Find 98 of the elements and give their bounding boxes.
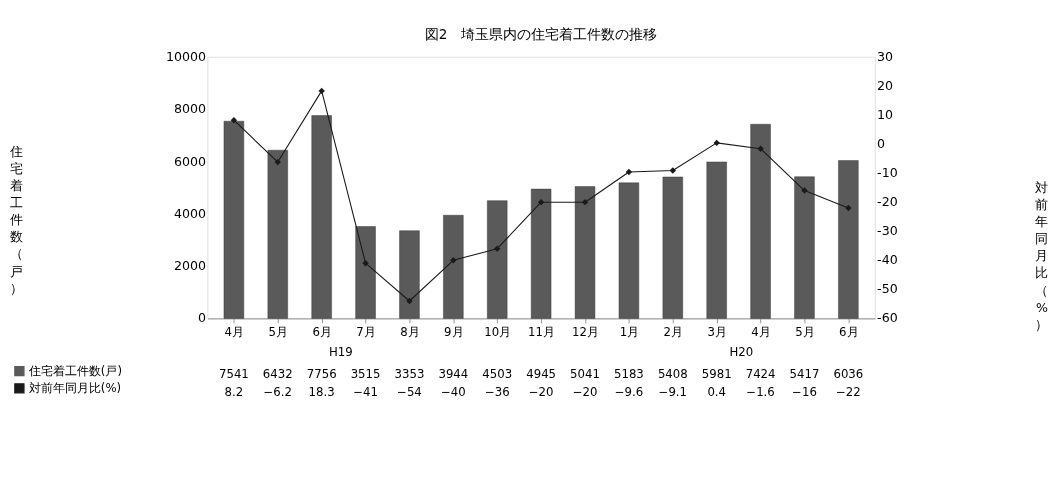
legend-label: 住宅着工件数(戸) (27, 363, 123, 378)
data-label: 7424 (745, 366, 776, 381)
data-label: 5041 (570, 366, 600, 381)
x-tick-label: 6月 (839, 325, 859, 340)
data-label: 5981 (701, 366, 732, 381)
x-tick-label: 2月 (663, 325, 683, 340)
chart-title: 図2 埼玉県内の住宅着工件数の推移 (424, 25, 658, 42)
x-tick-label: 3月 (707, 325, 727, 340)
x-tick-label: 4月 (224, 325, 245, 340)
x-tick-label: 5月 (795, 325, 815, 340)
bar (487, 200, 508, 319)
data-label: 5417 (789, 366, 820, 381)
data-label: 5183 (613, 366, 644, 381)
point (362, 260, 369, 267)
data-label: −9.6 (614, 384, 644, 399)
point (274, 158, 281, 166)
bar (618, 182, 640, 319)
text: H20 (729, 345, 754, 360)
x-tick-label: 6月 (312, 325, 332, 340)
data-label: 6432 (262, 366, 293, 381)
data-label: 7756 (306, 366, 337, 381)
x-tick-label: 4月 (751, 325, 771, 340)
data-label: −16 (792, 384, 817, 399)
y2-tick-label: -10 (877, 165, 898, 181)
bar (750, 124, 771, 319)
data-label: 3515 (350, 366, 381, 381)
y2-tick-label: -60 (877, 310, 898, 326)
y2-tick-label: 20 (877, 78, 894, 93)
bar (530, 188, 552, 319)
bar (794, 176, 815, 319)
point (318, 87, 325, 95)
point (669, 167, 676, 174)
point (801, 187, 808, 194)
x-tick-label: 1月 (619, 325, 640, 340)
bar (311, 115, 332, 319)
point (537, 198, 545, 206)
bar (267, 149, 288, 319)
data-label: 0.4 (707, 384, 727, 399)
x-tick-label: 12月 (572, 325, 599, 340)
bar (355, 226, 376, 319)
bar (574, 186, 596, 319)
data-label: −22 (836, 384, 861, 399)
data-label: 8.2 (224, 384, 244, 399)
x-tick-label: 7月 (356, 325, 376, 340)
text: H19 (329, 345, 353, 360)
bar (706, 161, 727, 319)
data-label: 18.3 (308, 384, 335, 399)
bar (223, 120, 245, 319)
y2-tick-label: -20 (877, 194, 898, 210)
y-tick-label: 0 (198, 310, 207, 326)
data-label: 3353 (394, 366, 425, 381)
data-label: 6036 (833, 366, 864, 381)
data-label: 4945 (526, 366, 557, 381)
x-tick-label: 10月 (484, 325, 512, 340)
data-label: −20 (572, 384, 598, 399)
bar (443, 215, 464, 319)
x-tick-label: 9月 (444, 325, 464, 340)
y-tick-label: 8000 (173, 101, 207, 117)
y-tick-label: 2000 (173, 258, 207, 274)
x-tick-label: 5月 (268, 325, 288, 340)
legend-label: 対前年同月比(%) (28, 380, 122, 395)
data-label: 4503 (482, 366, 513, 381)
y2-tick-label: 30 (877, 48, 894, 64)
data-label: 7541 (218, 366, 249, 381)
data-label: −36 (484, 384, 510, 399)
y2-tick-label: 10 (877, 107, 894, 123)
point (450, 257, 457, 264)
x-tick-label: 8月 (400, 325, 420, 340)
x-tick-label: 11月 (528, 325, 556, 340)
data-label: −54 (397, 384, 422, 399)
bar (838, 160, 859, 319)
y2-tick-label: -50 (877, 281, 898, 297)
y-tick-label: 4000 (173, 205, 207, 221)
point (625, 168, 633, 176)
point (845, 204, 852, 212)
point (494, 245, 501, 252)
data-label: −9.1 (658, 384, 688, 399)
bar (662, 176, 683, 319)
y2-tick-label: -30 (877, 223, 898, 239)
data-label: 3944 (438, 366, 469, 381)
data-label: −1.6 (746, 384, 775, 399)
point (581, 198, 589, 206)
point (230, 117, 238, 124)
data-label: −41 (353, 384, 378, 399)
data-label: −20 (528, 384, 554, 399)
text: 対前年同月比（%） (1035, 179, 1049, 332)
point (406, 297, 413, 305)
y-tick-label: 10000 (165, 48, 207, 64)
y2-tick-label: 0 (877, 136, 886, 152)
data-label: −40 (440, 384, 466, 399)
y-tick-label: 6000 (173, 153, 207, 169)
y2-tick-label: -40 (877, 252, 898, 268)
point (713, 139, 720, 147)
bar (399, 230, 420, 319)
data-label: 5408 (657, 366, 688, 381)
data-label: −6.2 (263, 384, 293, 399)
point (757, 145, 764, 152)
text: 住宅着工件数（戸） (9, 143, 23, 296)
